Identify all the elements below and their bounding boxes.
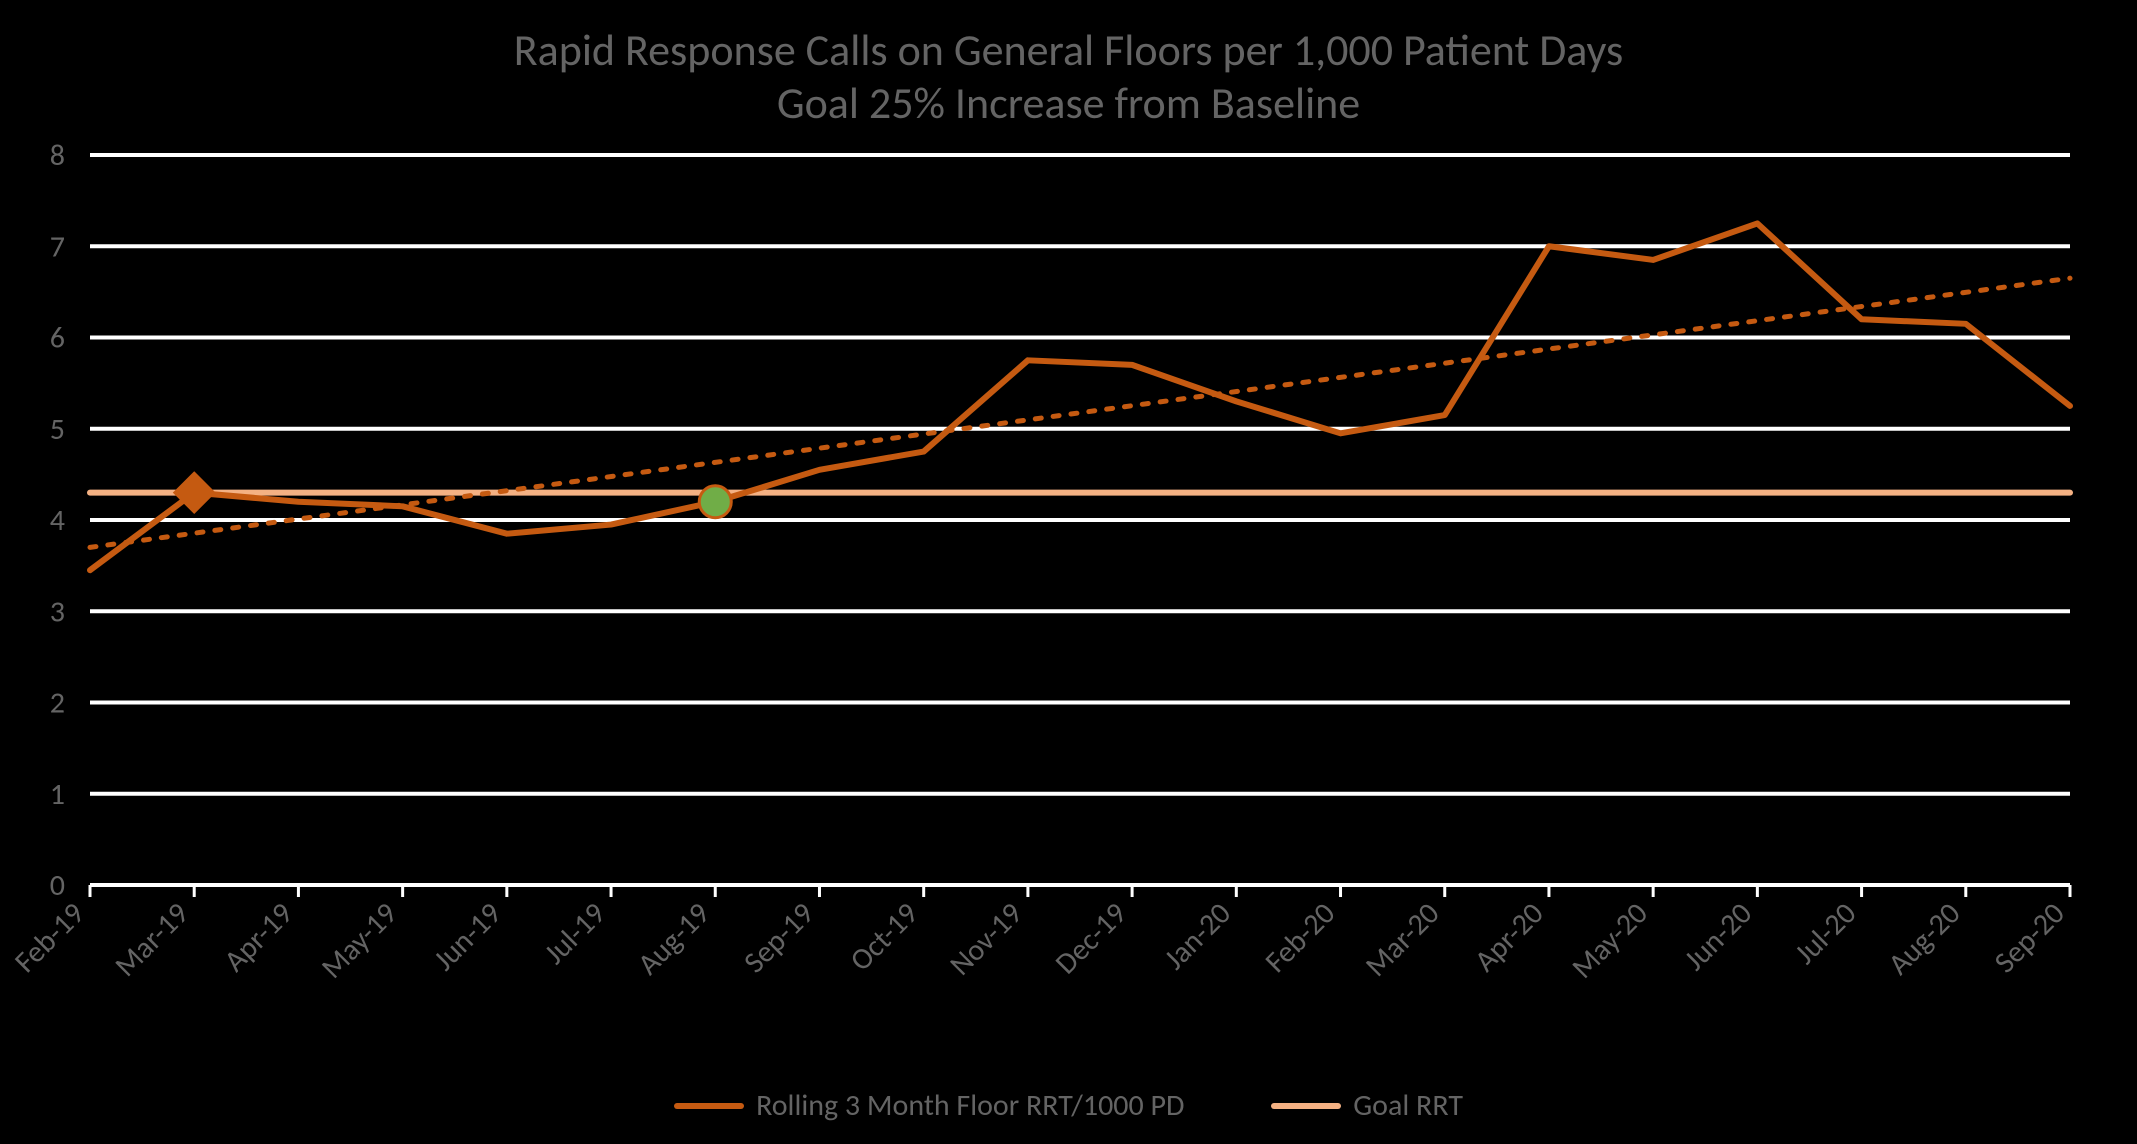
x-tick-label: Jan-20 — [1156, 895, 1238, 977]
legend-swatch-rolling — [674, 1103, 744, 1109]
y-tick-label: 4 — [50, 502, 65, 539]
x-tick-label: Apr-20 — [1467, 895, 1551, 979]
y-tick-label: 2 — [50, 685, 65, 722]
chart-svg: 012345678Feb-19Mar-19Apr-19May-19Jun-19J… — [0, 0, 2137, 1144]
y-tick-label: 5 — [50, 411, 65, 448]
x-tick-label: May-20 — [1564, 895, 1655, 986]
x-tick-label: Aug-19 — [630, 895, 718, 983]
x-tick-label: May-19 — [314, 895, 405, 986]
x-tick-label: Jul-20 — [1787, 895, 1864, 972]
y-tick-label: 1 — [50, 776, 65, 813]
legend-item-rolling: Rolling 3 Month Floor RRT/1000 PD — [674, 1087, 1184, 1124]
x-tick-label: Jul-19 — [536, 895, 613, 972]
y-tick-label: 3 — [50, 593, 65, 630]
x-tick-label: Feb-20 — [1258, 895, 1343, 980]
x-tick-label: Mar-20 — [1358, 895, 1447, 984]
x-tick-label: Dec-19 — [1048, 895, 1135, 982]
x-tick-label: Jun-19 — [426, 895, 509, 978]
y-tick-label: 6 — [50, 320, 65, 357]
chart-container: Rapid Response Calls on General Floors p… — [0, 0, 2137, 1144]
x-tick-label: Sep-19 — [736, 895, 822, 981]
x-tick-label: Nov-19 — [942, 895, 1030, 983]
x-tick-label: Sep-20 — [1987, 895, 2073, 981]
x-tick-label: Oct-19 — [842, 895, 926, 979]
y-tick-label: 7 — [50, 228, 65, 265]
legend-item-goal: Goal RRT — [1271, 1087, 1463, 1124]
y-tick-label: 8 — [50, 137, 65, 174]
legend-label-rolling: Rolling 3 Month Floor RRT/1000 PD — [756, 1087, 1184, 1124]
x-tick-label: Aug-20 — [1881, 895, 1969, 983]
legend-swatch-goal — [1271, 1103, 1341, 1109]
x-tick-label: Jun-20 — [1677, 895, 1760, 978]
x-tick-label: Mar-19 — [107, 895, 196, 984]
marker-circle — [699, 486, 731, 518]
legend: Rolling 3 Month Floor RRT/1000 PD Goal R… — [0, 1081, 2137, 1125]
x-tick-label: Apr-19 — [216, 895, 300, 979]
legend-label-goal: Goal RRT — [1353, 1087, 1463, 1124]
x-tick-label: Feb-19 — [7, 895, 92, 980]
